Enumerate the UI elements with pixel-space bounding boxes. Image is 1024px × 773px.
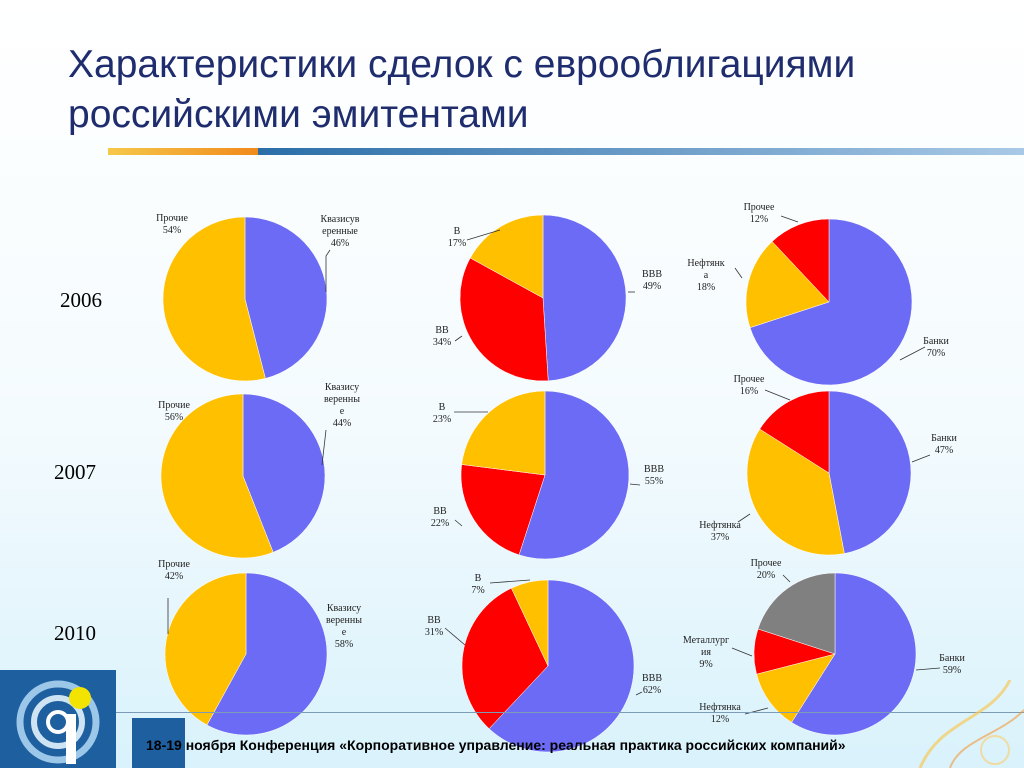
pie-slice-2007-issuer_type-1 — [160, 393, 274, 559]
pie-leader-2010-industry-3 — [782, 574, 791, 583]
pie-slice-2006-industry-2 — [771, 218, 830, 303]
pie-leader-2010-rating-0 — [635, 691, 643, 696]
pie-label-2007-rating-1: BB 22% — [431, 506, 449, 529]
pie-slice-2010-industry-0 — [791, 572, 917, 736]
pie-slice-2010-rating-2 — [511, 579, 549, 667]
pie-label-2010-rating-2: B 7% — [471, 573, 484, 596]
pie-leader-2006-rating-2 — [466, 229, 501, 241]
pie-leader-2007-industry-0 — [911, 454, 931, 463]
title-underline-accent — [108, 148, 258, 155]
pie-label-2007-rating-2: B 23% — [433, 402, 451, 425]
pie-slice-2007-industry-0 — [828, 390, 912, 554]
pie-slice-2006-industry-1 — [745, 241, 830, 328]
pie-leader-2007-rating-1 — [454, 519, 463, 527]
pie-slice-2006-industry-0 — [749, 218, 913, 386]
pie-slice-2007-rating-1 — [460, 464, 546, 556]
pie-slice-2006-rating-2 — [469, 214, 544, 299]
pie-leader-2006-industry-1 — [734, 267, 743, 279]
pie-label-2006-rating-1: BB 34% — [433, 325, 451, 348]
pie-label-2010-rating-0: BBB 62% — [642, 673, 662, 696]
pie-label-2010-industry-2: Металлург ия 9% — [683, 635, 729, 670]
pie-label-2007-industry-2: Прочее 16% — [734, 374, 765, 397]
pie-leader-2010-rating-1 — [444, 627, 466, 646]
pie-label-2006-industry-1: Нефтянк а 18% — [687, 258, 724, 293]
pie-leader-2007-industry-1 — [737, 513, 751, 523]
pie-slice-2007-industry-2 — [759, 390, 830, 474]
pie-label-2006-rating-0: BBB 49% — [642, 269, 662, 292]
pie-label-2007-issuer_type-1: Прочие 56% — [158, 400, 190, 423]
year-label-2007: 2007 — [54, 460, 96, 484]
pie-slice-2007-rating-2 — [461, 390, 546, 476]
pie-label-2006-issuer_type-1: Прочие 54% — [156, 213, 188, 236]
pie-slice-2010-industry-1 — [756, 653, 836, 723]
pie-leader-2007-industry-2 — [764, 389, 791, 401]
decorative-swirl — [918, 680, 1024, 768]
pie-label-2010-rating-1: BB 31% — [425, 615, 443, 638]
footer-text: 18-19 ноября Конференция «Корпоративное … — [146, 737, 846, 753]
pie-leader-2006-industry-0 — [899, 346, 926, 361]
year-label-2006: 2006 — [60, 288, 102, 312]
pie-slice-2006-rating-0 — [542, 214, 627, 382]
pie-label-2010-industry-1: Нефтянка 12% — [699, 702, 741, 725]
pie-label-2006-industry-0: Банки 70% — [923, 336, 949, 359]
pie-label-2010-issuer_type-1: Прочие 42% — [158, 559, 190, 582]
pie-slice-2007-issuer_type-0 — [242, 393, 326, 553]
pie-slice-2010-industry-3 — [757, 572, 836, 655]
pie-leader-2007-issuer_type-0 — [321, 429, 327, 466]
pie-label-2006-issuer_type-0: Квазисув еренные 46% — [320, 214, 359, 249]
pie-label-2007-industry-1: Нефтянка 37% — [699, 520, 741, 543]
pie-slice-2007-rating-0 — [518, 390, 630, 560]
pie-label-2007-issuer_type-0: Квазису веренны е 44% — [324, 382, 360, 429]
pie-label-2010-industry-3: Прочее 20% — [751, 558, 782, 581]
organization-logo — [0, 670, 116, 768]
pie-leader-2006-issuer_type-0 — [325, 249, 331, 292]
pie-slice-2006-issuer_type-1 — [162, 216, 266, 382]
pie-label-2007-rating-0: BBB 55% — [644, 464, 664, 487]
pie-leader-2006-rating-1 — [454, 335, 463, 342]
pie-slice-2010-rating-0 — [488, 579, 635, 753]
pie-slice-2010-rating-1 — [461, 587, 549, 730]
pie-slice-2010-issuer_type-0 — [206, 572, 328, 736]
title-underline — [258, 148, 1024, 155]
pie-leader-2010-industry-0 — [915, 667, 941, 671]
pie-label-2006-rating-2: B 17% — [448, 226, 466, 249]
pie-leader-2010-industry-1 — [744, 707, 769, 715]
slide-title: Характеристики сделок с еврооблигациями … — [68, 43, 856, 136]
pie-leader-2010-rating-2 — [489, 579, 531, 584]
pie-label-2007-industry-0: Банки 47% — [931, 433, 957, 456]
pie-leader-2006-industry-2 — [780, 215, 799, 223]
pie-label-2006-industry-2: Прочее 12% — [744, 202, 775, 225]
pie-leader-2007-rating-0 — [629, 483, 641, 486]
footer-divider — [116, 712, 1024, 713]
footer-accent-box — [132, 718, 185, 768]
pie-label-2010-industry-0: Банки 59% — [939, 653, 965, 676]
pie-leader-2010-industry-2 — [731, 647, 753, 657]
pie-label-2010-issuer_type-0: Квазису веренны е 58% — [326, 603, 362, 650]
year-label-2010: 2010 — [54, 621, 96, 645]
pie-slice-2007-industry-1 — [746, 428, 845, 556]
